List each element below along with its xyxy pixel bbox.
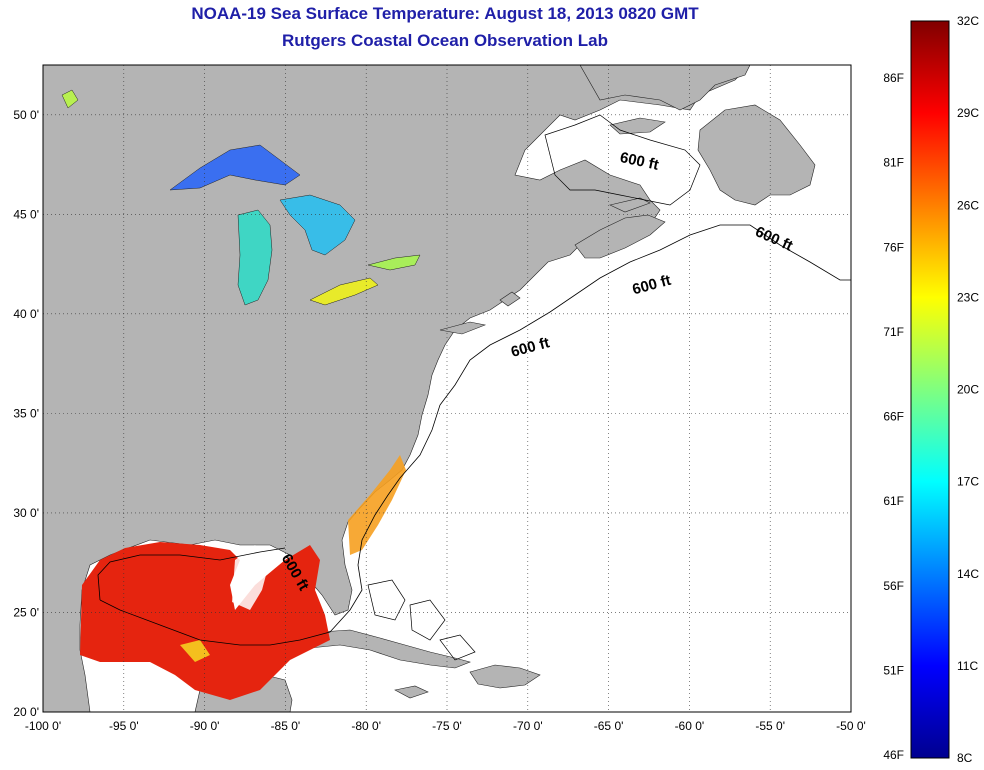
- lon-tick-label: -60 0': [675, 719, 705, 733]
- lake-erie: [309, 277, 379, 306]
- lon-tick-label: -65 0': [594, 719, 624, 733]
- land-cape-cod: [499, 291, 521, 307]
- map-title: NOAA-19 Sea Surface Temperature: August …: [191, 4, 699, 23]
- land-newfoundland: [697, 104, 816, 206]
- colorbar-fahrenheit-label: 71F: [883, 325, 904, 339]
- lon-tick-label: -50 0': [836, 719, 866, 733]
- lat-tick-label: 40 0': [13, 307, 39, 321]
- shelf-contour-600ft-gulf-north: [97, 547, 286, 601]
- lat-tick-label: 30 0': [13, 506, 39, 520]
- lake-ontario: [367, 254, 421, 271]
- lon-tick-label: -85 0': [271, 719, 301, 733]
- colorbar-fahrenheit-label: 76F: [883, 240, 904, 254]
- map-content: [43, 65, 851, 712]
- map-gridlines: [43, 65, 851, 712]
- colorbar-celsius-label: 8C: [957, 751, 973, 765]
- colorbar: [910, 20, 950, 759]
- lat-tick-label: 20 0': [13, 705, 39, 719]
- lon-tick-label: -55 0': [755, 719, 785, 733]
- lat-tick-label: 45 0': [13, 207, 39, 221]
- land-hispaniola: [469, 664, 541, 689]
- colorbar-fahrenheit-labels: 86F 81F 76F 71F 66F 61F 56F 51F 46F: [883, 71, 904, 762]
- colorbar-celsius-label: 11C: [957, 659, 978, 673]
- colorbar-fahrenheit-label: 66F: [883, 410, 904, 424]
- colorbar-fahrenheit-label: 61F: [883, 494, 904, 508]
- lon-tick-label: -75 0': [432, 719, 462, 733]
- land-pei: [609, 197, 651, 213]
- colorbar-celsius-label: 20C: [957, 383, 979, 397]
- land-anticosti: [609, 117, 666, 135]
- land-nova-scotia: [574, 214, 666, 259]
- colorbar-celsius-label: 23C: [957, 290, 979, 304]
- lake-huron: [279, 194, 356, 256]
- lake-nipigon: [61, 89, 79, 109]
- colorbar-fahrenheit-label: 46F: [883, 748, 904, 762]
- map-frame: [42, 64, 852, 713]
- latitude-tick-labels: 20 0' 25 0' 30 0' 35 0' 40 0' 45 0' 50 0': [13, 108, 39, 719]
- lon-tick-label: -90 0': [190, 719, 220, 733]
- lake-superior: [169, 144, 301, 191]
- gulf-st-lawrence-outline: [544, 114, 701, 206]
- gulf-sst-yellow-patch: [180, 640, 210, 662]
- bahamas-banks: [367, 579, 476, 661]
- land-jamaica: [394, 685, 429, 699]
- lon-tick-label: -80 0': [351, 719, 381, 733]
- lon-tick-label: -70 0': [513, 719, 543, 733]
- lon-tick-label: -95 0': [109, 719, 139, 733]
- map-subtitle: Rutgers Coastal Ocean Observation Lab: [282, 31, 608, 50]
- colorbar-celsius-label: 14C: [957, 567, 979, 581]
- lon-tick-label: -100 0': [25, 719, 61, 733]
- land-cuba: [291, 629, 471, 669]
- lat-tick-label: 50 0': [13, 108, 39, 122]
- colorbar-celsius-labels: 32C 29C 26C 23C 20C 17C 14C 11C 8C: [957, 14, 979, 765]
- colorbar-fahrenheit-label: 86F: [883, 71, 904, 85]
- colorbar-celsius-label: 29C: [957, 106, 979, 120]
- colorbar-celsius-label: 32C: [957, 14, 979, 28]
- gulf-sst-cool-patch: [232, 545, 270, 610]
- lake-michigan: [237, 209, 273, 306]
- colorbar-celsius-label: 17C: [957, 475, 979, 489]
- colorbar-fahrenheit-label: 51F: [883, 663, 904, 677]
- atlantic-coastal-sst: [348, 455, 406, 555]
- lat-tick-label: 25 0': [13, 605, 39, 619]
- shelf-contour-600ft: [439, 224, 851, 406]
- longitude-tick-labels: -100 0' -95 0' -90 0' -85 0' -80 0' -75 0' -70…: [25, 719, 866, 733]
- lat-tick-label: 35 0': [13, 406, 39, 420]
- colorbar-fahrenheit-label: 56F: [883, 579, 904, 593]
- land-long-island: [439, 321, 487, 335]
- gulf-of-mexico-sst: [80, 542, 330, 700]
- land-north-america: [43, 65, 751, 712]
- land-quebec: [579, 65, 751, 111]
- shelf-contour-600ft-south: [99, 404, 441, 646]
- colorbar-celsius-label: 26C: [957, 198, 979, 212]
- colorbar-fahrenheit-label: 81F: [883, 156, 904, 170]
